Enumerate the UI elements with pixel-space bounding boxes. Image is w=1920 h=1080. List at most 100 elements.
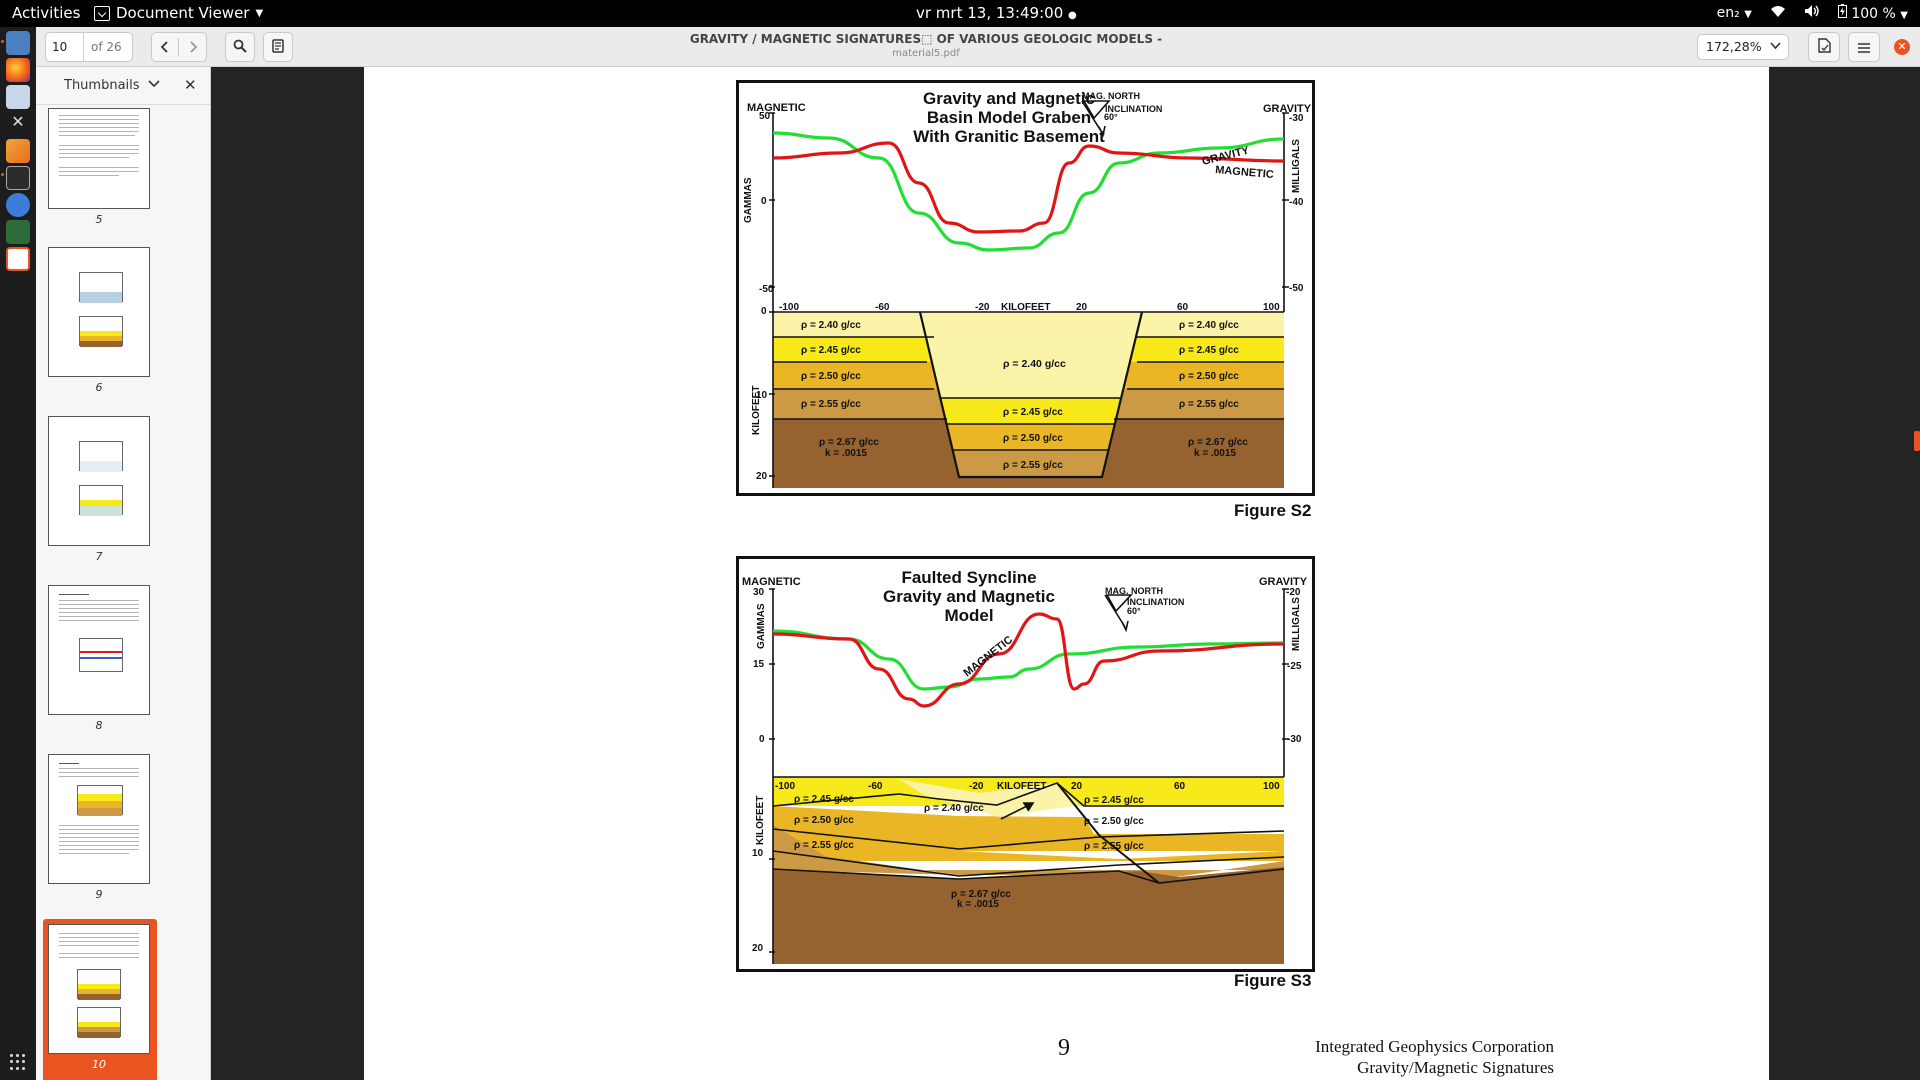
layer-left-3: ρ = 2.55 g/cc: [794, 840, 854, 851]
page-number-field[interactable]: of 26: [45, 32, 133, 62]
top-bar: Activities Document Viewer ▼ vr mrt 13, …: [0, 0, 1920, 27]
firefox-icon[interactable]: [6, 58, 30, 82]
clock[interactable]: vr mrt 13, 13:49:00 ●: [916, 4, 1077, 22]
left-tick-0: 0: [761, 196, 767, 207]
figure-s2-graphic: MAGNETIC 50 0 -50 GAMMAS GRAVITY -30 -40…: [743, 91, 1312, 488]
page-number-input[interactable]: [46, 33, 84, 61]
system-monitor-icon[interactable]: [6, 220, 30, 244]
scrollbar-thumb[interactable]: [1914, 431, 1920, 451]
system-tray[interactable]: en₂ ▼ 100 % ▼: [1717, 4, 1908, 22]
figure-s3: MAGNETIC 30 15 0 GAMMAS GRAVITY -20 -25 …: [736, 556, 1315, 972]
running-indicator: [1, 173, 4, 176]
figure-s3-title-line-2: Gravity and Magnetic Model: [883, 587, 1055, 625]
left-tick-0: 0: [759, 734, 765, 745]
x-tick-20: 20: [1071, 781, 1083, 792]
pdf-page: MAGNETIC 50 0 -50 GAMMAS GRAVITY -30 -40…: [364, 67, 1769, 1080]
magnetic-curve: [772, 141, 1285, 234]
right-tick-minus30: -30: [1287, 734, 1302, 745]
activities-button[interactable]: Activities: [12, 4, 81, 22]
app-menu[interactable]: Document Viewer ▼: [94, 4, 263, 22]
image-viewer-icon[interactable]: [6, 85, 30, 109]
layer-right-1: ρ = 2.45 g/cc: [1084, 795, 1144, 806]
keyboard-layout[interactable]: en₂ ▼: [1717, 5, 1752, 21]
layer-center-3: ρ = 2.50 g/cc: [1003, 433, 1063, 444]
left-axis-unit: GAMMAS: [756, 603, 767, 649]
dock: ✕: [0, 27, 36, 1080]
thumbnail-page-6[interactable]: [48, 247, 150, 377]
close-icon: ✕: [1897, 40, 1907, 53]
footer-company: Integrated Geophysics Corporation: [1315, 1037, 1554, 1056]
document-filename: material5.pdf: [892, 48, 960, 59]
magnetic-curve-label: MAGNETIC: [961, 634, 1015, 680]
terminal-icon[interactable]: [6, 166, 30, 190]
close-window-button[interactable]: ✕: [1894, 39, 1910, 55]
sidebar-title: Thumbnails: [64, 78, 140, 93]
magnetic-inclination-symbol: [1104, 594, 1133, 633]
x-tick-minus100: -100: [779, 302, 799, 313]
gravity-curve: [772, 629, 1285, 691]
next-page-button[interactable]: [179, 38, 206, 57]
running-indicator: [1, 40, 4, 43]
thumbnail-page-9[interactable]: [48, 754, 150, 884]
basement-right-density: ρ = 2.67 g/cc: [1188, 437, 1248, 448]
header-bar: of 26 GRAVITY / MAGNETIC SIGNATURES⬚ OF …: [36, 27, 1920, 67]
layer-center-1: ρ = 2.40 g/cc: [1003, 358, 1066, 370]
basement-left-density: ρ = 2.67 g/cc: [819, 437, 879, 448]
hamburger-menu-icon: [1858, 38, 1870, 57]
notification-dot-icon: ●: [1068, 10, 1077, 21]
thumbnail-page-8[interactable]: [48, 585, 150, 715]
thumbnail-label-7: 7: [95, 550, 103, 563]
page-number: 9: [1058, 1035, 1070, 1061]
figure-s2-title-line-3: With Granitic Basement: [913, 127, 1105, 146]
layer-left-1: ρ = 2.45 g/cc: [794, 794, 854, 805]
layer-left-2: ρ = 2.50 g/cc: [794, 815, 854, 826]
sidebar-mode-dropdown[interactable]: [148, 77, 160, 91]
wifi-icon: [1770, 4, 1786, 22]
layer-center-4: ρ = 2.55 g/cc: [1003, 460, 1063, 471]
chevron-down-icon: [148, 77, 160, 91]
inclination-value: 60°: [1127, 606, 1141, 616]
layer-left-2: ρ = 2.45 g/cc: [801, 345, 861, 356]
chevron-down-icon: ▼: [1744, 9, 1752, 20]
main-menu-button[interactable]: [1848, 32, 1880, 62]
right-tick-minus20: -20: [1286, 587, 1301, 598]
document-view[interactable]: MAGNETIC 50 0 -50 GAMMAS GRAVITY -30 -40…: [211, 67, 1920, 1080]
page-nav-group: [151, 32, 207, 62]
figure-s3-title-line-1: Faulted Syncline: [901, 568, 1037, 587]
chevron-right-icon: [188, 38, 198, 57]
show-apps-icon[interactable]: [10, 1054, 26, 1070]
thumbnail-page-10[interactable]: [48, 924, 150, 1054]
document-save-icon: [1817, 37, 1831, 57]
previous-page-button[interactable]: [152, 37, 180, 57]
depth-tick-10: 10: [756, 390, 768, 401]
battery-text: 100 %: [1851, 6, 1896, 22]
thunderbird-icon[interactable]: [6, 193, 30, 217]
layer-right-3: ρ = 2.50 g/cc: [1179, 371, 1239, 382]
layer-right-2: ρ = 2.45 g/cc: [1179, 345, 1239, 356]
annotations-button[interactable]: [263, 32, 293, 62]
x-tick-minus20: -20: [975, 302, 990, 313]
zoom-select[interactable]: 172,28%: [1697, 34, 1789, 60]
inclination-label: INCLINATION: [1105, 104, 1162, 114]
wireshark-icon[interactable]: [6, 139, 30, 163]
figure-s3-caption: Figure S3: [1234, 971, 1312, 990]
close-sidebar-button[interactable]: ✕: [184, 76, 197, 94]
mag-north-label: MAG. NORTH: [1105, 586, 1163, 596]
files-icon[interactable]: [6, 31, 30, 55]
thumbnail-page-7[interactable]: [48, 416, 150, 546]
right-axis-title: GRAVITY: [1263, 103, 1312, 115]
depth-axis-label: KILOFEET: [751, 386, 762, 435]
search-button[interactable]: [225, 32, 255, 62]
thumbnail-page-5[interactable]: [48, 108, 150, 209]
depth-axis-label: KILOFEET: [755, 796, 766, 845]
x-tick-60: 60: [1174, 781, 1186, 792]
thumbnail-label-9: 9: [95, 888, 103, 901]
document-viewer-dock-icon[interactable]: [6, 247, 30, 271]
save-document-button[interactable]: [1808, 32, 1840, 62]
tools-icon[interactable]: ✕: [11, 112, 25, 131]
layer-right-4: ρ = 2.55 g/cc: [1179, 399, 1239, 410]
inclination-label: INCLINATION: [1127, 597, 1184, 607]
close-icon: ✕: [184, 76, 197, 94]
x-tick-minus20: -20: [969, 781, 984, 792]
right-tick-minus50: -50: [1289, 283, 1304, 294]
